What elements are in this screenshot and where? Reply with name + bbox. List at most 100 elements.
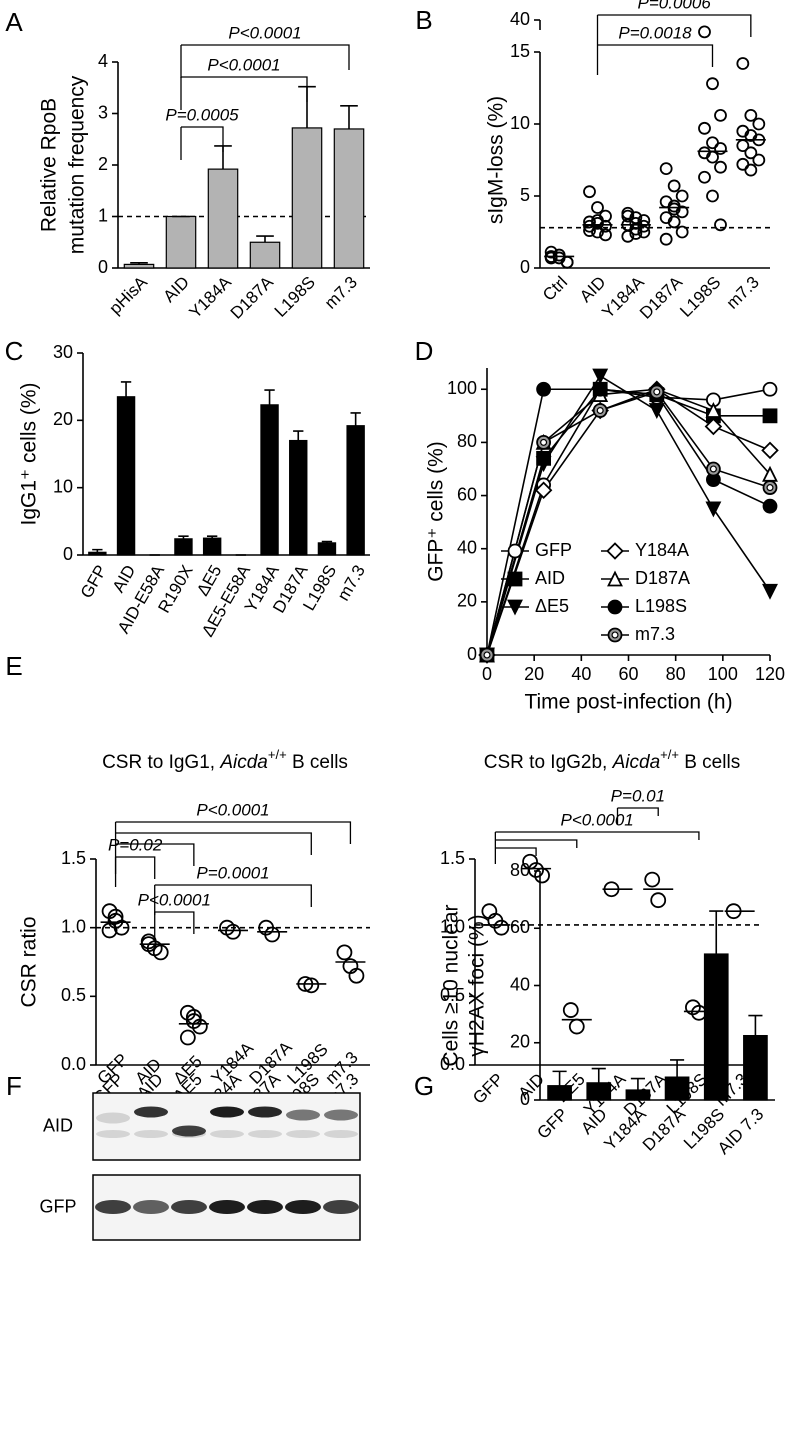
bar	[703, 953, 729, 1101]
error-bar	[591, 1067, 606, 1083]
bar	[743, 1034, 768, 1101]
y-tick-label: 80	[510, 860, 530, 880]
data-point	[599, 228, 612, 242]
legend-label: Y184A	[635, 540, 689, 560]
y-tick-label: 30	[53, 342, 73, 362]
x-tick-label: 120	[755, 664, 785, 684]
x-tick-label: AID	[577, 1105, 610, 1138]
bracket	[597, 14, 752, 37]
x-tick-label: D187A	[227, 272, 278, 323]
data-point	[264, 926, 281, 943]
marker	[535, 456, 552, 473]
series-line	[486, 390, 771, 656]
marker-center	[483, 651, 491, 659]
p-value-label: P=0.02	[108, 835, 163, 854]
marker	[607, 599, 623, 615]
p-value-label: P<0.0001	[561, 810, 634, 829]
bracket	[115, 843, 195, 866]
marker	[606, 542, 624, 560]
blot-band	[324, 1130, 358, 1138]
bar	[333, 128, 365, 269]
bar	[202, 537, 222, 556]
error-bar	[120, 381, 132, 397]
y-tick-label: 20	[53, 409, 73, 429]
y-tick-label: 15	[510, 41, 530, 61]
legend-label: D187A	[635, 568, 690, 588]
blot-band	[133, 1200, 169, 1214]
data-point	[736, 157, 750, 171]
data-point	[629, 216, 643, 230]
data-point	[621, 229, 635, 243]
marker	[592, 368, 609, 385]
blot-band	[286, 1109, 320, 1121]
marker	[705, 501, 722, 518]
x-tick-label: AID	[576, 273, 609, 306]
marker	[592, 381, 608, 397]
data-point	[675, 225, 689, 239]
data-point	[675, 205, 689, 219]
y-tick-label: 40	[510, 974, 530, 994]
data-point	[706, 189, 719, 203]
data-point	[552, 248, 566, 262]
blot-band	[171, 1200, 207, 1214]
series-line	[486, 374, 771, 656]
marker-center	[611, 631, 619, 639]
y-tick-label: 0	[520, 1089, 530, 1109]
data-point	[714, 142, 727, 155]
error-bar	[350, 412, 361, 426]
blot-row-label: AID	[43, 1115, 73, 1135]
bar	[260, 404, 279, 556]
marker	[762, 381, 778, 397]
y-tick-label: 4	[98, 51, 108, 71]
marker-center	[766, 484, 774, 492]
x-tick-label: Ctrl	[539, 273, 571, 305]
data-point	[179, 1029, 196, 1046]
y-tick-label: 0.5	[440, 985, 465, 1005]
y-tick-label: 20	[457, 591, 477, 611]
bar	[547, 1085, 572, 1101]
blot-band	[172, 1125, 206, 1137]
data-point	[752, 117, 766, 131]
y-tick-label: 0	[520, 257, 530, 277]
y-tick-label: 20	[510, 1032, 530, 1052]
y-tick-label: 40	[457, 537, 477, 557]
error-bar	[130, 262, 148, 265]
data-point	[629, 222, 643, 236]
legend-label: AID	[535, 568, 565, 588]
marker	[534, 481, 553, 500]
data-point	[568, 1018, 585, 1035]
error-bar	[293, 430, 304, 441]
bracket	[115, 832, 312, 855]
y-axis-label: Relative RpoB	[38, 98, 61, 232]
x-tick-label: m7.3	[334, 562, 369, 604]
x-tick-label: GFP	[469, 1070, 507, 1108]
y-tick-label: 100	[447, 378, 477, 398]
chart-title: CSR to IgG2b, Aicda+/+ B cells	[484, 747, 740, 773]
data-point	[644, 871, 661, 888]
data-point	[591, 201, 604, 214]
blot-band	[323, 1200, 359, 1214]
x-tick-label: L198S	[271, 273, 319, 321]
legend-label: GFP	[535, 540, 572, 560]
marker-center	[596, 406, 604, 415]
marker	[762, 498, 778, 514]
data-point	[107, 908, 124, 925]
marker	[762, 408, 778, 424]
marker	[507, 571, 523, 587]
x-tick-label: AID	[160, 273, 193, 306]
title-part: +/+	[268, 747, 287, 762]
panel-label: F	[6, 1071, 22, 1101]
p-value-label: P=0.0006	[638, 0, 712, 12]
error-bar	[670, 1059, 685, 1078]
x-tick-label: D187A	[639, 1104, 690, 1155]
bar	[291, 127, 323, 269]
y-tick-label: 0	[63, 544, 73, 564]
p-value-label: P<0.0001	[207, 55, 280, 74]
data-point	[583, 185, 596, 199]
y-tick-label: 0.5	[61, 985, 86, 1005]
bar	[165, 215, 197, 269]
data-point	[591, 216, 604, 230]
data-point	[744, 108, 758, 122]
y-axis-label: GFP⁺ cells (%)	[425, 441, 448, 582]
data-point	[348, 967, 365, 984]
